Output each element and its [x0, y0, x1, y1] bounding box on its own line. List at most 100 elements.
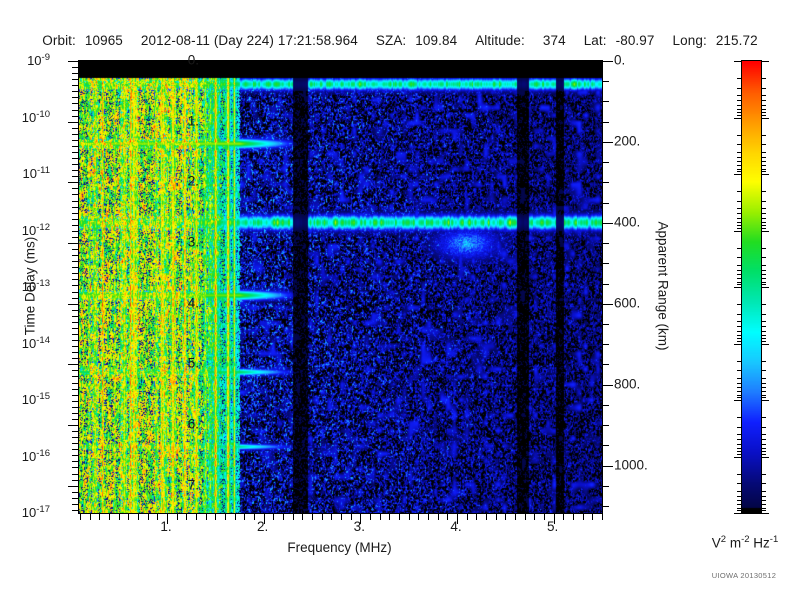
y-axis-left-tick — [72, 509, 79, 511]
colorbar-tick-label: 10-16 — [21, 447, 50, 464]
colorbar-major-tick — [761, 117, 769, 119]
y-axis-left-tick — [72, 267, 79, 269]
y-axis-right-tick-label: 800. — [614, 376, 641, 392]
colorbar-minor-tick — [737, 504, 742, 506]
y-axis-left-tick — [68, 182, 79, 184]
x-axis-tick — [485, 513, 487, 520]
colorbar-minor-tick — [761, 326, 766, 328]
y-axis-left-tick — [72, 455, 79, 457]
colorbar-minor-tick — [737, 144, 742, 146]
y-axis-left-tick — [72, 334, 79, 336]
colorbar-major-tick — [761, 61, 769, 62]
y-axis-right-tick — [602, 465, 613, 467]
colorbar-minor-tick — [761, 221, 766, 223]
colorbar-minor-tick — [737, 151, 742, 153]
x-axis-tick — [128, 513, 130, 520]
colorbar-minor-tick — [737, 495, 742, 497]
x-axis-tick — [224, 513, 226, 520]
colorbar-minor-tick — [737, 161, 742, 163]
colorbar-minor-tick — [737, 483, 742, 485]
colorbar-minor-tick — [737, 156, 742, 158]
y-axis-left-tick — [72, 449, 79, 451]
y-axis-left-tick — [68, 61, 79, 62]
x-axis-tick — [244, 513, 246, 520]
x-axis-tick — [495, 513, 497, 520]
x-axis-tick — [572, 513, 574, 520]
colorbar-tick-label: 10-11 — [22, 164, 51, 182]
y-axis-left-tick — [72, 321, 79, 323]
colorbar-minor-tick — [737, 382, 742, 384]
y-axis-left-tick — [72, 206, 79, 208]
colorbar-major-tick — [761, 513, 769, 514]
colorbar-minor-tick — [737, 453, 742, 455]
colorbar-tick-label: 10-15 — [21, 390, 50, 408]
y-axis-right-tick-label: 1000. — [614, 457, 648, 473]
colorbar-minor-tick — [737, 394, 742, 396]
x-axis-tick — [389, 513, 391, 520]
orbit-value: 10965 — [84, 32, 123, 48]
colorbar-minor-tick — [737, 208, 742, 210]
y-axis-left-tick — [72, 291, 79, 293]
x-axis-tick — [427, 513, 429, 520]
colorbar-minor-tick — [761, 200, 766, 202]
x-axis-tick — [137, 513, 139, 520]
y-axis-left-tick — [72, 394, 79, 396]
x-axis-tick — [466, 513, 468, 520]
y-axis-left-tick — [68, 121, 79, 123]
y-axis-left-tick — [72, 382, 79, 384]
x-axis-tick — [543, 513, 545, 520]
x-axis-tick — [108, 513, 110, 520]
colorbar-minor-tick — [761, 217, 766, 219]
colorbar-minor-tick — [761, 439, 766, 441]
colorbar-minor-tick — [737, 225, 742, 227]
y-axis-left-tick — [72, 103, 79, 105]
y-axis-right-tick-label: 400. — [614, 214, 641, 230]
x-axis-tick — [408, 513, 410, 520]
colorbar-minor-tick — [737, 278, 742, 280]
colorbar-minor-tick — [761, 168, 766, 170]
y-axis-left-tick — [72, 479, 79, 481]
x-axis-tick — [524, 513, 526, 520]
colorbar-gradient — [742, 61, 761, 513]
colorbar-major-tick — [761, 343, 769, 345]
colorbar-minor-tick — [737, 304, 742, 305]
sza-value: 109.84 — [415, 32, 458, 48]
y-axis-left-tick — [72, 139, 79, 141]
colorbar-minor-tick — [761, 451, 766, 453]
x-axis-tick — [340, 513, 342, 520]
colorbar-tick-label: 10-12 — [21, 221, 50, 238]
colorbar-tick-label: 10-10 — [21, 108, 50, 125]
latitude-label: Lat: — [583, 32, 607, 48]
x-axis-tick — [99, 513, 101, 520]
colorbar-major-tick — [761, 456, 769, 458]
colorbar-minor-tick — [737, 221, 742, 223]
x-axis-tick — [176, 513, 178, 520]
colorbar-major-tick — [734, 456, 742, 458]
y-axis-left-tick — [72, 370, 79, 372]
colorbar-minor-tick — [761, 313, 766, 315]
colorbar-minor-tick — [737, 340, 742, 342]
y-axis-right-tick — [602, 141, 613, 143]
colorbar-minor-tick — [761, 370, 766, 372]
y-axis-left-tick — [72, 340, 79, 342]
y-axis-left-tick — [72, 85, 79, 87]
y-axis-right-title: Apparent Range (km) — [655, 221, 671, 351]
y-axis-left-tick — [72, 406, 79, 408]
colorbar-minor-tick — [737, 377, 742, 379]
colorbar-major-tick — [734, 61, 742, 62]
y-axis-left-tick-label: 0. — [187, 52, 199, 68]
y-axis-left-tick — [68, 364, 79, 366]
colorbar-minor-tick — [737, 227, 742, 229]
colorbar-minor-tick — [737, 213, 742, 215]
y-axis-left-tick-label: 4. — [187, 295, 199, 311]
colorbar-minor-tick — [737, 397, 742, 399]
colorbar-minor-tick — [737, 326, 742, 328]
y-axis-left-tick — [72, 97, 79, 99]
y-axis-left-tick — [72, 79, 79, 81]
colorbar-minor-tick — [761, 213, 766, 215]
y-axis-left-tick — [72, 437, 79, 439]
x-axis-tick — [118, 513, 120, 520]
x-axis-tick — [447, 513, 449, 520]
y-axis-right-tick — [602, 101, 609, 103]
header-info-bar: Orbit: 10965 2012-08-11 (Day 224) 17:21:… — [0, 30, 800, 50]
